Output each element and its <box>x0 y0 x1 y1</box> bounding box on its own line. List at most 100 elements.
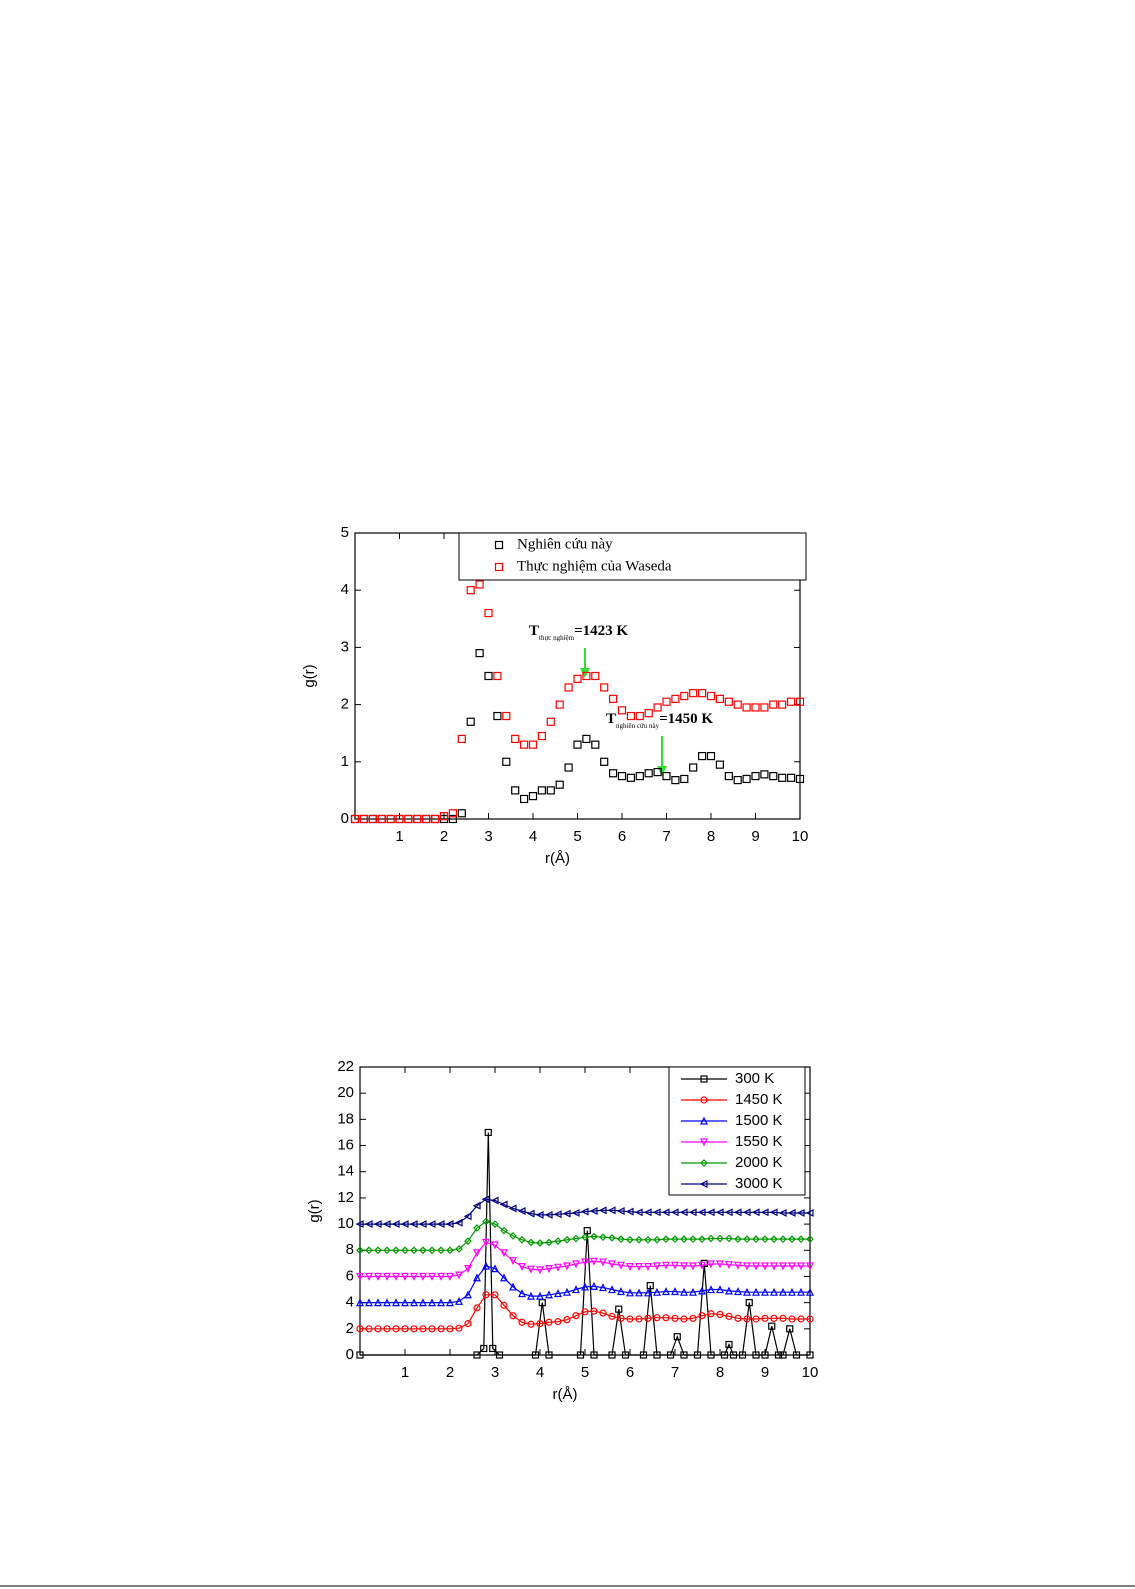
marker <box>806 1287 814 1296</box>
annotation-symbol: T <box>529 623 539 639</box>
marker <box>738 1351 747 1359</box>
marker <box>689 1235 697 1243</box>
marker <box>473 1351 481 1359</box>
marker <box>562 1209 571 1218</box>
y-tick-label: 3 <box>341 638 349 655</box>
marker <box>733 700 742 709</box>
marker <box>608 1285 616 1294</box>
marker <box>671 1287 679 1296</box>
marker <box>752 1351 760 1359</box>
marker <box>700 1138 708 1147</box>
y-axis-label: g(r) <box>306 1199 323 1222</box>
marker <box>374 1298 382 1307</box>
marker <box>410 1298 418 1307</box>
marker <box>536 1291 544 1300</box>
marker <box>582 671 591 681</box>
marker <box>698 1235 706 1243</box>
marker <box>590 1232 598 1241</box>
marker <box>437 1246 445 1255</box>
x-tick-label: 7 <box>671 1364 679 1381</box>
marker <box>779 1235 787 1243</box>
marker <box>761 1351 769 1359</box>
marker <box>401 1298 409 1307</box>
marker <box>600 757 609 766</box>
marker <box>626 711 636 721</box>
marker <box>734 1287 742 1296</box>
marker <box>635 1263 643 1271</box>
marker <box>526 1209 535 1218</box>
y-tick-label: 4 <box>346 1294 354 1311</box>
marker <box>598 1206 607 1215</box>
marker <box>581 1308 589 1316</box>
y-tick-label: 4 <box>341 581 349 598</box>
marker <box>581 1258 589 1267</box>
marker <box>729 1351 738 1359</box>
x-tick-label: 4 <box>529 828 537 845</box>
marker <box>621 1351 630 1359</box>
marker <box>572 1312 580 1320</box>
marker <box>745 1299 753 1307</box>
x-tick-label: 1 <box>401 1364 409 1381</box>
marker <box>428 1298 436 1307</box>
marker <box>491 1220 499 1228</box>
marker <box>536 1266 544 1275</box>
marker <box>786 697 796 706</box>
marker <box>617 1261 625 1270</box>
marker <box>484 1128 492 1137</box>
marker <box>635 1288 643 1297</box>
marker <box>689 1262 697 1271</box>
marker <box>427 1220 436 1229</box>
marker <box>608 1260 616 1269</box>
marker <box>404 814 413 824</box>
marker <box>537 731 547 741</box>
x-tick-label: 4 <box>536 1364 544 1381</box>
marker <box>666 1351 675 1359</box>
marker <box>626 773 636 782</box>
x-tick-label: 5 <box>573 828 581 845</box>
series-line <box>360 1265 810 1304</box>
y-axis-label: g(r) <box>301 664 318 687</box>
marker <box>545 1238 553 1247</box>
marker <box>698 1261 706 1270</box>
marker <box>779 1314 787 1322</box>
marker <box>671 776 680 785</box>
marker <box>779 1262 787 1271</box>
marker <box>583 1227 591 1235</box>
marker <box>446 1325 454 1333</box>
x-tick-label: 7 <box>662 828 670 845</box>
marker <box>364 1220 373 1229</box>
marker <box>716 1234 724 1243</box>
marker <box>788 1235 796 1243</box>
marker <box>500 1249 508 1258</box>
marker <box>689 1287 697 1296</box>
marker <box>742 1208 751 1217</box>
marker <box>508 1204 517 1213</box>
marker <box>536 1319 544 1328</box>
x-tick-label: 6 <box>618 828 626 845</box>
marker <box>554 1263 562 1272</box>
y-tick-label: 5 <box>341 524 349 541</box>
annotation-subscript: nghiên cứu này <box>616 722 660 730</box>
marker <box>743 1262 751 1271</box>
x-axis-label: r(Å) <box>545 850 570 867</box>
marker <box>582 734 591 744</box>
marker <box>715 1208 724 1217</box>
marker <box>428 1246 436 1255</box>
marker <box>644 1314 652 1322</box>
legend-label: 1500 K <box>735 1112 783 1129</box>
marker <box>644 709 653 718</box>
marker <box>761 1262 769 1271</box>
marker <box>786 1325 794 1333</box>
marker <box>599 1258 607 1267</box>
marker <box>769 771 778 781</box>
marker <box>356 1351 364 1359</box>
marker <box>680 1315 688 1323</box>
marker <box>698 1312 706 1320</box>
y-tick-label: 1 <box>341 753 349 770</box>
marker <box>720 1351 729 1359</box>
marker <box>591 740 600 749</box>
marker <box>499 1200 508 1209</box>
marker <box>535 1210 544 1219</box>
marker <box>509 1312 517 1320</box>
